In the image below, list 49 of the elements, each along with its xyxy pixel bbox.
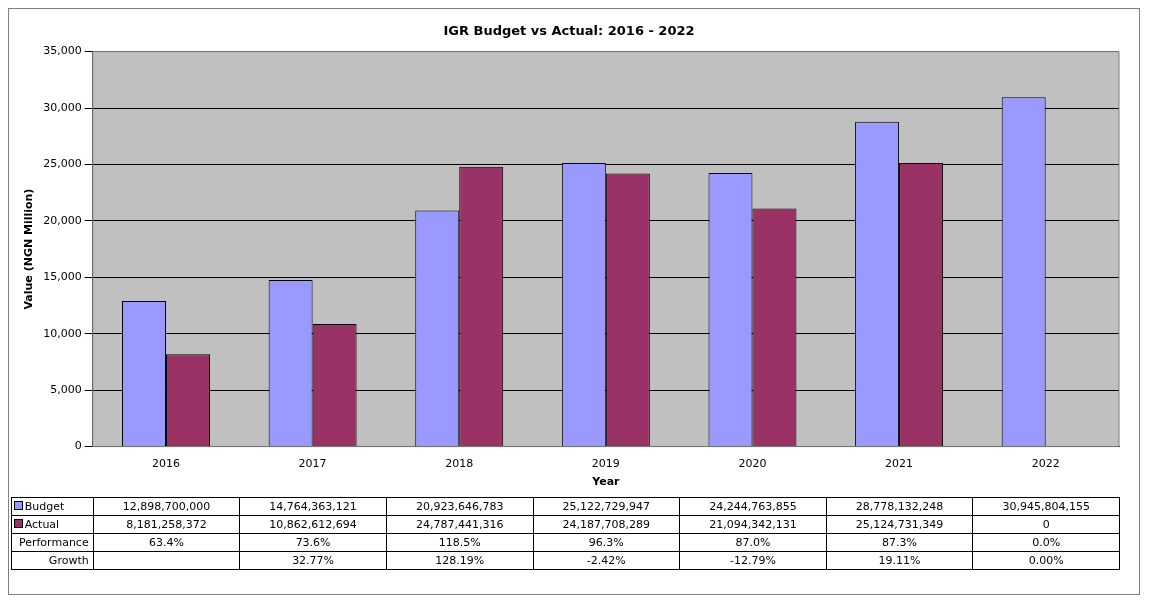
text: 25,122,729,947	[533, 497, 680, 516]
y-tick-label: 35,000	[43, 44, 82, 58]
y-tick-label: 25,000	[43, 157, 82, 171]
y-tick-label: 10,000	[43, 326, 82, 340]
text: 96.3%	[533, 533, 680, 552]
y-tick-label: 30,000	[43, 100, 82, 114]
text: 19.11%	[826, 551, 973, 570]
text: -12.79%	[679, 551, 827, 570]
y-tick-label: 0	[74, 439, 82, 453]
text: 12,898,700,000	[93, 497, 240, 516]
legend-label: Actual	[11, 515, 94, 534]
text: 24,187,708,289	[533, 515, 680, 534]
text: 24,244,763,855	[679, 497, 827, 516]
x-tick-label: 2017	[298, 457, 327, 471]
text: -2.42%	[533, 551, 680, 570]
text: 8,181,258,372	[93, 515, 240, 534]
text: Performance	[11, 533, 94, 552]
x-tick-label: 2021	[885, 457, 914, 471]
text: 87.3%	[826, 533, 973, 552]
x-tick-label: 2016	[152, 457, 180, 471]
text: 118.5%	[386, 533, 534, 552]
text: Growth	[11, 551, 94, 570]
text: 0.0%	[972, 533, 1120, 552]
y-axis-title: Value (NGN Million)	[22, 188, 36, 310]
x-tick-label: 2022	[1031, 457, 1060, 471]
text: 32.77%	[239, 551, 387, 570]
y-tick-label: 5,000	[50, 383, 82, 397]
x-tick-label: 2019	[591, 457, 620, 471]
text: 20,923,646,783	[386, 497, 534, 516]
x-tick-label: 2018	[445, 457, 474, 471]
text: 73.6%	[239, 533, 387, 552]
y-tick-label: 20,000	[43, 213, 82, 227]
text: 128.19%	[386, 551, 534, 570]
text: 28,778,132,248	[826, 497, 973, 516]
text: 25,124,731,349	[826, 515, 973, 534]
text: 14,764,363,121	[239, 497, 387, 516]
chart-title: IGR Budget vs Actual: 2016 - 2022	[443, 23, 695, 39]
text: 0.00%	[972, 551, 1120, 570]
text: 21,094,342,131	[679, 515, 827, 534]
text: 87.0%	[679, 533, 827, 552]
x-axis-title: Year	[591, 475, 621, 489]
x-tick-label: 2020	[738, 457, 767, 471]
text: 10,862,612,694	[239, 515, 387, 534]
text: 0	[972, 515, 1120, 534]
text: 63.4%	[93, 533, 240, 552]
legend-label: Budget	[11, 497, 94, 516]
y-tick-label: 15,000	[43, 270, 82, 284]
text: 24,787,441,316	[386, 515, 534, 534]
text: 30,945,804,155	[972, 497, 1120, 516]
